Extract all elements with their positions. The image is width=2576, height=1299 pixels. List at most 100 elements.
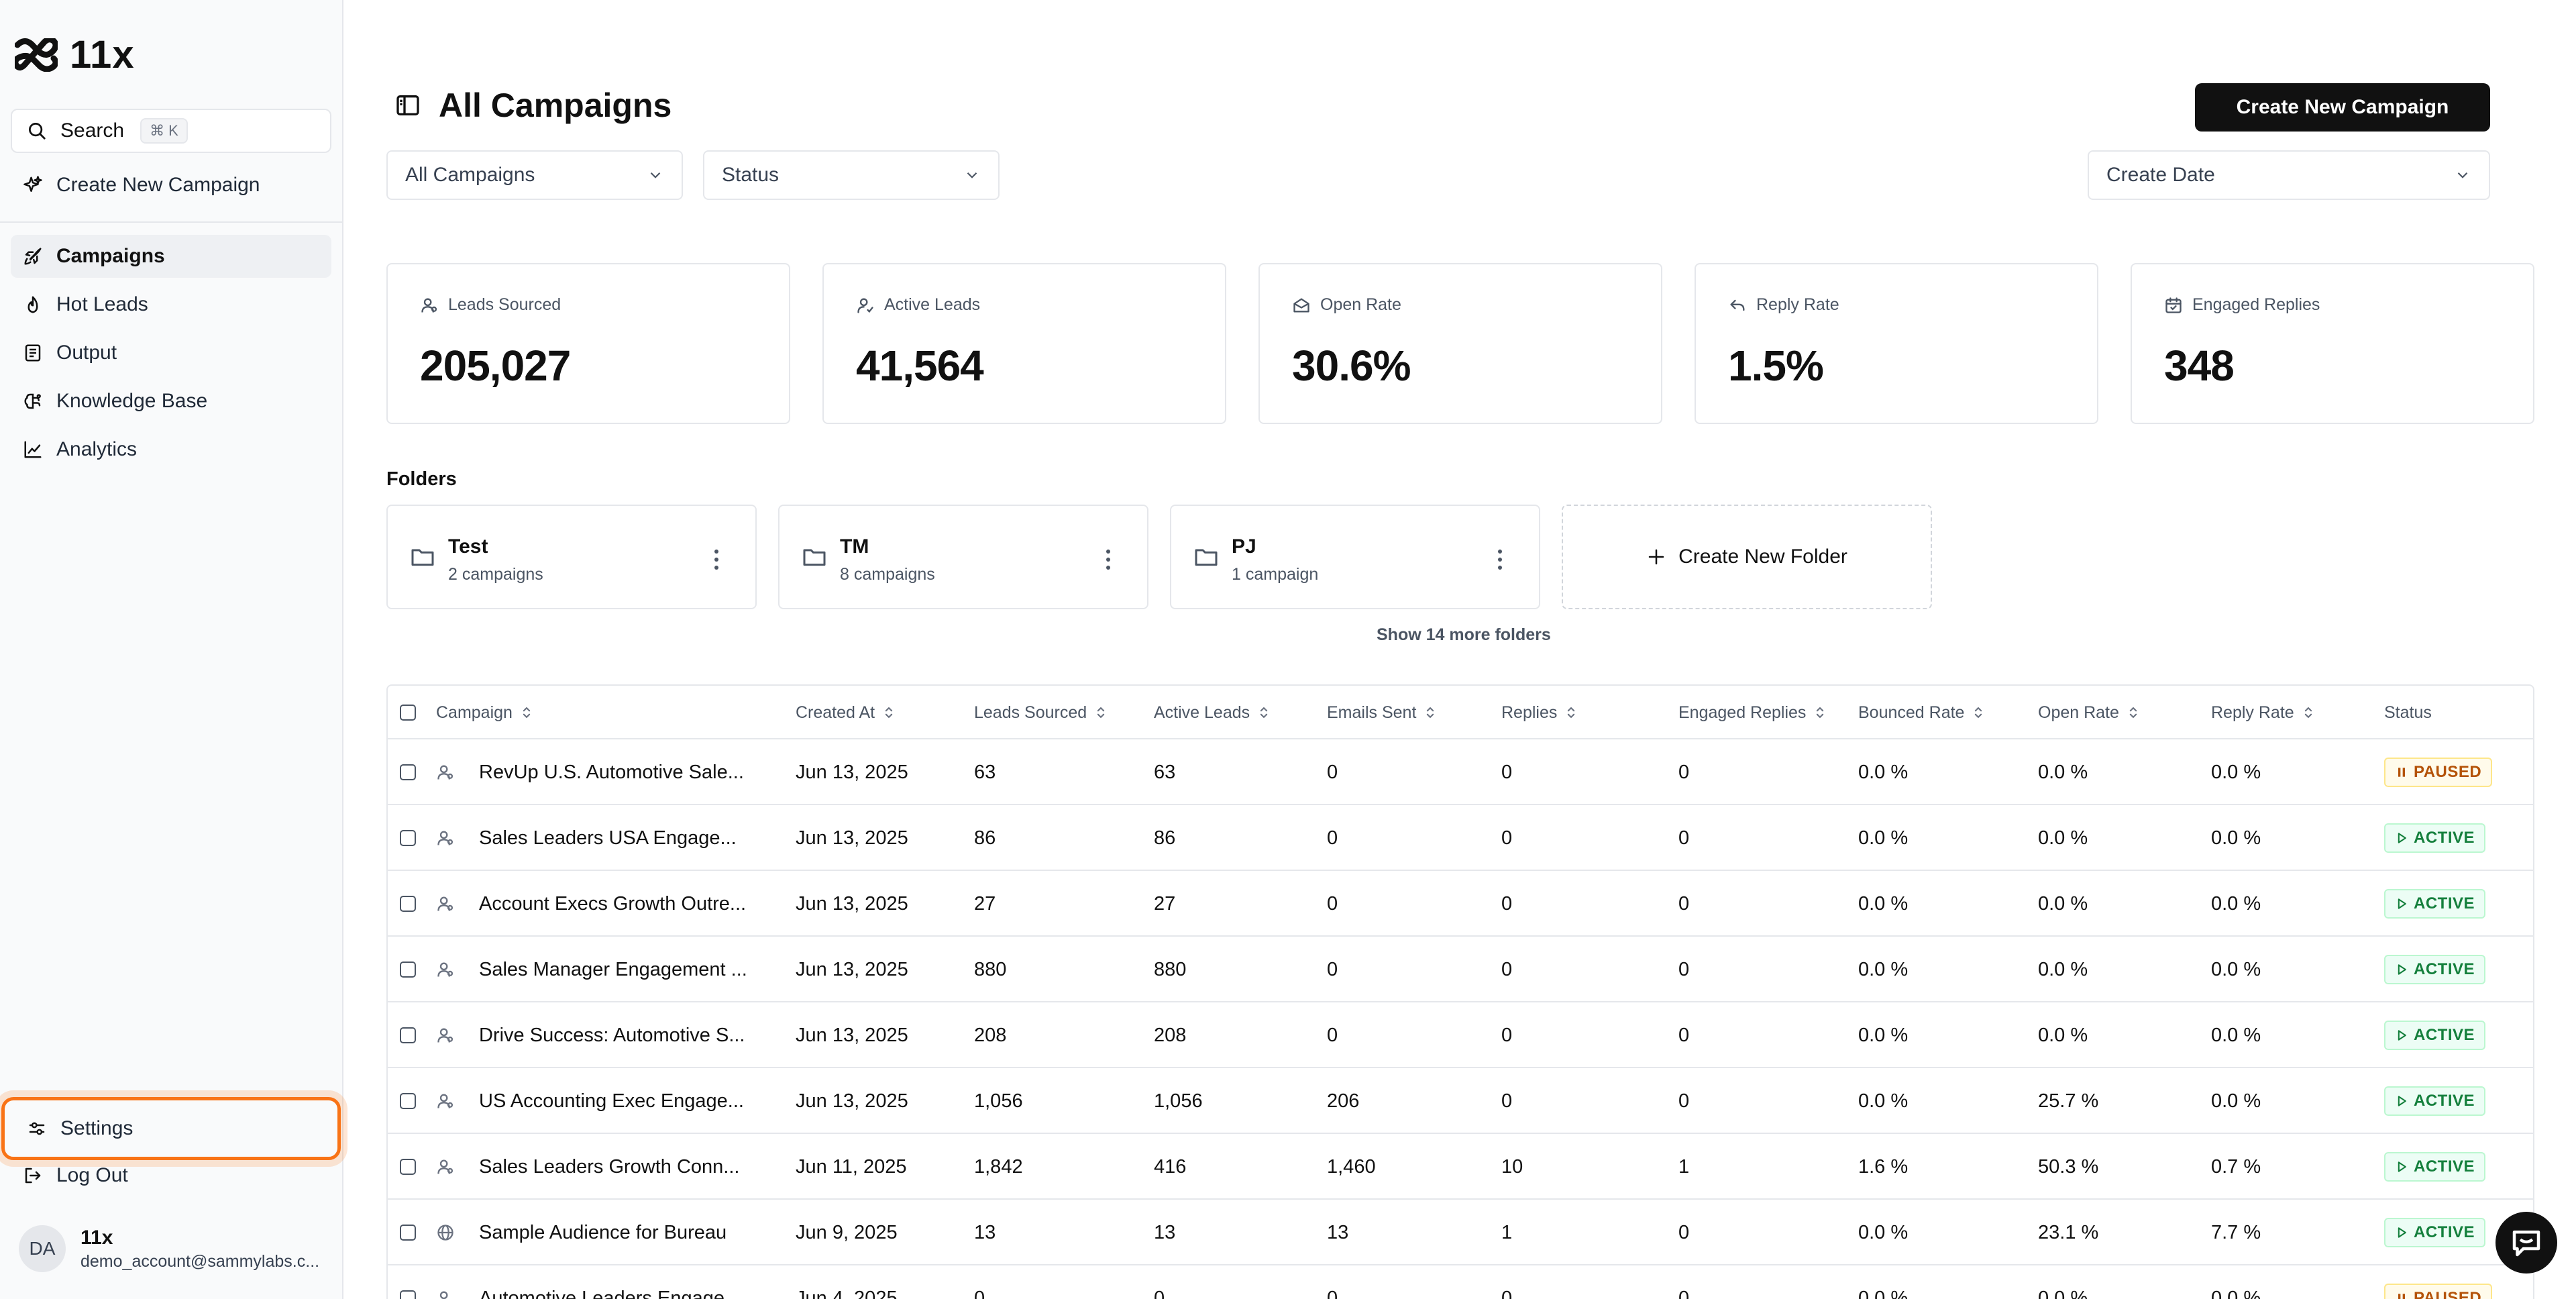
campaign-name[interactable]: Sample Audience for Bureau [479, 1221, 727, 1243]
campaign-type-cell [436, 1134, 455, 1200]
row-checkbox[interactable] [400, 962, 416, 978]
column-header-label: Created At [796, 703, 875, 722]
table-row[interactable]: Automotive Leaders Engage... Jun 4, 2025 0… [388, 1265, 2533, 1299]
cell-created: Jun 11, 2025 [796, 1155, 907, 1178]
more-vertical-icon[interactable] [1104, 548, 1112, 572]
cell-open: 0.0 % [2038, 892, 2088, 915]
status-badge-label: ACTIVE [2414, 960, 2475, 978]
chevron-down-icon [2457, 172, 2468, 178]
cell-replies: 0 [1501, 1024, 1513, 1046]
column-header[interactable]: Open Rate [2038, 686, 2139, 739]
column-header-label: Open Rate [2038, 703, 2119, 722]
table-row[interactable]: US Accounting Exec Engage... Jun 13, 2025… [388, 1068, 2533, 1134]
row-checkbox[interactable] [400, 764, 416, 780]
column-header[interactable]: Campaign [436, 686, 533, 739]
sort-icon[interactable] [883, 705, 895, 720]
campaign-name[interactable]: Sales Manager Engagement ... [479, 958, 747, 980]
create-campaign-button[interactable]: Create New Campaign [2195, 83, 2490, 132]
row-checkbox[interactable] [400, 1225, 416, 1241]
more-vertical-icon[interactable] [712, 548, 720, 572]
search-input[interactable]: Search ⌘ K [11, 109, 331, 153]
table-row[interactable]: RevUp U.S. Automotive Sale... Jun 13, 202… [388, 739, 2533, 805]
sidebar-item-hot-leads[interactable]: Hot Leads [11, 283, 331, 326]
campaign-name[interactable]: Sales Leaders Growth Conn... [479, 1155, 740, 1178]
sidebar-toggle-icon[interactable] [394, 92, 421, 119]
cell-bounced: 1.6 % [1858, 1155, 1909, 1178]
sort-icon[interactable] [2302, 705, 2314, 720]
table-row[interactable]: Account Execs Growth Outre... Jun 13, 202… [388, 871, 2533, 937]
status-cell: ACTIVE [2384, 1002, 2486, 1068]
column-header[interactable]: Leads Sourced [974, 686, 1107, 739]
rocket-icon [24, 248, 42, 265]
sort-icon[interactable] [1424, 705, 1436, 720]
cell-bounced: 0.0 % [1858, 827, 1909, 849]
logo[interactable]: 11x [15, 32, 135, 77]
globe-icon [437, 1225, 453, 1241]
folder-card[interactable]: Test 2 campaigns [386, 505, 757, 609]
play-icon [2398, 1227, 2406, 1238]
column-header[interactable]: Status [2384, 686, 2432, 739]
status-filter-select[interactable]: Status [703, 150, 1000, 200]
folder-card[interactable]: PJ 1 campaign [1170, 505, 1540, 609]
sort-icon[interactable] [1095, 705, 1107, 720]
column-header[interactable]: Replies [1501, 686, 1577, 739]
sort-icon[interactable] [521, 705, 533, 720]
create-folder-label: Create New Folder [1678, 545, 1847, 568]
campaign-name[interactable]: Drive Success: Automotive S... [479, 1024, 745, 1046]
folders-heading: Folders [386, 468, 457, 490]
column-header[interactable]: Emails Sent [1327, 686, 1436, 739]
sort-icon[interactable] [1258, 705, 1270, 720]
sidebar-item-campaigns[interactable]: Campaigns [11, 235, 331, 278]
more-vertical-icon[interactable] [1496, 548, 1504, 572]
column-header[interactable]: Created At [796, 686, 895, 739]
sort-select[interactable]: Create Date [2088, 150, 2490, 200]
cell-active: 0 [1154, 1287, 1165, 1299]
play-icon [2398, 964, 2406, 975]
column-header[interactable]: Reply Rate [2211, 686, 2314, 739]
campaigns-filter-select[interactable]: All Campaigns [386, 150, 683, 200]
row-checkbox[interactable] [400, 1027, 416, 1043]
campaign-name[interactable]: Automotive Leaders Engage... [479, 1287, 741, 1299]
column-header[interactable]: Bounced Rate [1858, 686, 1984, 739]
table-row[interactable]: Sales Leaders Growth Conn... Jun 11, 2025… [388, 1134, 2533, 1200]
table-row[interactable]: Drive Success: Automotive S... Jun 13, 20… [388, 1002, 2533, 1068]
sort-icon[interactable] [1972, 705, 1984, 720]
campaign-name[interactable]: US Accounting Exec Engage... [479, 1090, 744, 1112]
sidebar-item-logout[interactable]: Log Out [11, 1154, 331, 1197]
chat-support-button[interactable] [2496, 1212, 2557, 1274]
sort-icon[interactable] [2127, 705, 2139, 720]
users-icon [437, 831, 453, 845]
campaign-name[interactable]: Account Execs Growth Outre... [479, 892, 747, 915]
sort-icon[interactable] [1565, 705, 1577, 720]
sidebar-item-analytics[interactable]: Analytics [11, 428, 331, 471]
folder-icon [1195, 549, 1218, 566]
sidebar-item-output[interactable]: Output [11, 331, 331, 374]
folder-card[interactable]: TM 8 campaigns [778, 505, 1148, 609]
table-row[interactable]: Sales Leaders USA Engage... Jun 13, 2025 8… [388, 805, 2533, 871]
table-row[interactable]: Sales Manager Engagement ... Jun 13, 2025… [388, 937, 2533, 1002]
column-header[interactable]: Engaged Replies [1678, 686, 1826, 739]
row-checkbox[interactable] [400, 1093, 416, 1109]
sidebar-item-label: Campaigns [56, 245, 165, 267]
select-all-checkbox[interactable] [400, 686, 416, 739]
row-checkbox[interactable] [400, 830, 416, 846]
row-checkbox[interactable] [400, 1159, 416, 1175]
sidebar-item-settings[interactable]: Settings [15, 1107, 327, 1150]
table-row[interactable]: Sample Audience for Bureau Jun 9, 2025 13 1… [388, 1200, 2533, 1265]
row-checkbox[interactable] [400, 1290, 416, 1299]
create-campaign-nav[interactable]: Create New Campaign [11, 164, 331, 207]
row-checkbox[interactable] [400, 896, 416, 912]
campaign-name[interactable]: RevUp U.S. Automotive Sale... [479, 761, 744, 783]
user-profile[interactable]: DA 11x demo_account@sammylabs.c... [19, 1225, 319, 1272]
status-badge-label: ACTIVE [2414, 1026, 2475, 1044]
sidebar-item-knowledge-base[interactable]: Knowledge Base [11, 380, 331, 423]
show-more-folders-link[interactable]: Show 14 more folders [1377, 625, 1551, 644]
cell-active: 86 [1154, 827, 1176, 849]
sort-icon[interactable] [1814, 705, 1826, 720]
cell-bounced: 0.0 % [1858, 761, 1909, 783]
column-header[interactable]: Active Leads [1154, 686, 1270, 739]
sidebar-item-label: Log Out [56, 1164, 128, 1186]
checkbox[interactable] [400, 705, 416, 721]
create-folder-button[interactable]: Create New Folder [1562, 505, 1932, 609]
campaign-name[interactable]: Sales Leaders USA Engage... [479, 827, 737, 849]
